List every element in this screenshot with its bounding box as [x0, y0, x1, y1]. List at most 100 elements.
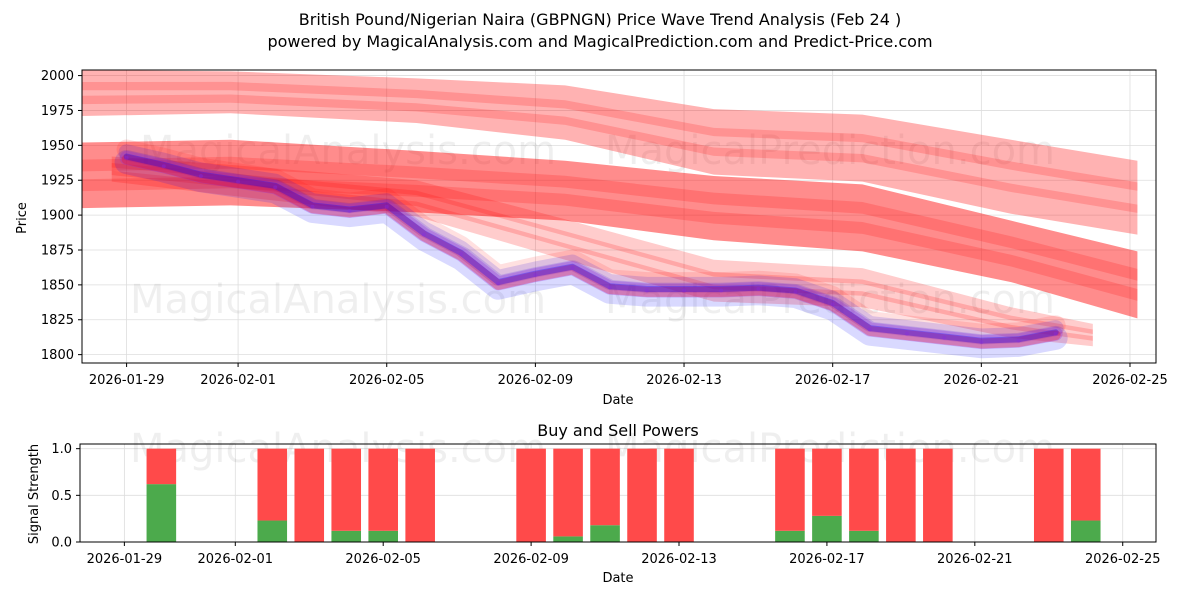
prediction-band-ridge	[82, 156, 1138, 281]
watermark-prediction-top: MagicalPrediction.com	[605, 128, 1055, 174]
sell-bar	[627, 448, 657, 542]
historical-price-point	[273, 185, 278, 190]
sell-bar	[257, 448, 288, 521]
price-x-tick-label: 2026-02-05	[349, 373, 425, 388]
buy-bar	[849, 530, 879, 542]
price-x-tick-label: 2026-02-09	[498, 373, 574, 388]
prediction-band-mid-wide	[82, 139, 1138, 319]
historical-price-point	[570, 266, 575, 271]
sell-bar	[664, 448, 694, 542]
sell-bar	[812, 448, 842, 516]
buy-bar	[331, 530, 362, 542]
sell-bar	[849, 448, 879, 531]
historical-price-point	[644, 288, 649, 293]
price-x-label: Date	[602, 393, 633, 408]
historical-price-point	[905, 331, 910, 336]
historical-price-point	[1016, 338, 1021, 343]
watermark-prediction-bottom: MagicalPrediction.com	[605, 277, 1055, 323]
historical-wave-line	[114, 150, 1068, 359]
historical-price-point	[830, 302, 835, 307]
signal-x-tick-label: 2026-02-09	[493, 552, 569, 567]
signal-y-axis: 0.0 0.5 1.0	[51, 442, 80, 551]
historical-wave-line	[119, 150, 1063, 350]
sell-bar	[775, 448, 805, 531]
historical-price-point	[459, 252, 464, 257]
price-x-tick-label: 2026-02-01	[200, 373, 276, 388]
historical-price-point	[198, 174, 203, 179]
chart-title: British Pound/Nigerian Naira (GBPNGN) Pr…	[298, 10, 902, 29]
historical-price-point	[236, 179, 241, 184]
prediction-band-ridge	[82, 176, 1138, 301]
historical-wave-line	[123, 153, 1059, 344]
price-y-tick-label: 1975	[41, 104, 74, 119]
historical-price-point	[310, 204, 315, 209]
signal-x-tick-label: 2026-02-05	[345, 552, 421, 567]
historical-wave-line	[121, 154, 1061, 349]
buy-bar	[553, 536, 583, 542]
sell-bar	[294, 448, 325, 542]
price-y-tick-label: 1825	[41, 313, 74, 328]
sell-bar	[1033, 448, 1064, 542]
price-x-tick-label: 2026-02-13	[646, 373, 722, 388]
price-x-tick-label: 2026-02-17	[795, 373, 871, 388]
price-x-axis: 2026-01-29 2026-02-01 2026-02-05 2026-02-09…	[89, 363, 1168, 388]
prediction-band-ridge	[111, 170, 1093, 341]
historical-price-waves	[114, 139, 1068, 359]
sell-bar	[1070, 448, 1101, 521]
signal-y-tick-label: 0.0	[51, 536, 72, 551]
historical-price-point	[867, 327, 872, 332]
price-y-tick-label: 1850	[41, 278, 74, 293]
price-y-tick-label: 2000	[41, 69, 74, 84]
signal-x-tick-label: 2026-02-13	[641, 552, 717, 567]
signal-x-label: Date	[602, 571, 633, 586]
historical-price-point	[682, 288, 687, 293]
sell-bar	[886, 448, 916, 542]
historical-price-point	[942, 335, 947, 340]
signal-plot-frame	[79, 443, 1157, 543]
sell-bar	[923, 448, 953, 542]
historical-price-point	[979, 340, 984, 345]
historical-wave-line	[116, 139, 1066, 344]
sell-bar	[590, 448, 620, 526]
signal-x-tick-label: 2026-01-29	[87, 552, 163, 567]
buy-bar	[590, 525, 620, 542]
historical-price-point	[124, 155, 129, 160]
sell-bar	[516, 448, 546, 542]
buy-bar	[257, 520, 288, 542]
signal-y-tick-label: 1.0	[51, 442, 72, 457]
signal-y-label: Signal Strength	[27, 444, 42, 544]
historical-price-point	[161, 164, 166, 169]
signal-bars	[146, 448, 1101, 542]
historical-price-point	[496, 281, 501, 286]
historical-price-point	[607, 285, 612, 290]
price-plot-frame	[81, 69, 1157, 364]
buy-bar	[1070, 520, 1101, 542]
buy-bar	[775, 530, 805, 542]
price-x-tick-label: 2026-01-29	[89, 373, 165, 388]
signal-x-axis: 2026-01-29 2026-02-01 2026-02-05 2026-02-09…	[87, 542, 1161, 567]
price-watermarks: MagicalAnalysis.com MagicalPrediction.co…	[130, 128, 1055, 323]
historical-wave-line	[118, 144, 1064, 345]
price-y-axis: 1800 1825 1850 1875 1900 1925 1950 1975 2000	[41, 69, 82, 363]
historical-price-point	[793, 289, 798, 294]
historical-price-point	[533, 273, 538, 278]
sell-bar	[405, 448, 435, 542]
signal-chart-title: Buy and Sell Powers	[537, 421, 699, 440]
historical-price-point	[421, 232, 426, 237]
signal-x-tick-label: 2026-02-01	[198, 552, 274, 567]
price-grid	[82, 70, 1156, 363]
historical-price-point	[1053, 331, 1058, 336]
watermark-analysis-bottom: MagicalAnalysis.com	[130, 277, 546, 323]
price-x-tick-label: 2026-02-25	[1092, 373, 1168, 388]
chart-subtitle: powered by MagicalAnalysis.com and Magic…	[267, 32, 933, 51]
historical-price-point	[719, 288, 724, 293]
price-y-tick-label: 1950	[41, 139, 74, 154]
historical-price-point	[756, 287, 761, 292]
signal-x-tick-label: 2026-02-17	[789, 552, 865, 567]
prediction-band-upper-wide	[82, 70, 1138, 235]
signal-y-tick-label: 0.5	[51, 489, 72, 504]
signal-x-tick-label: 2026-02-21	[937, 552, 1013, 567]
prediction-band-lower-narrow	[111, 156, 1093, 347]
price-y-tick-label: 1900	[41, 209, 74, 224]
